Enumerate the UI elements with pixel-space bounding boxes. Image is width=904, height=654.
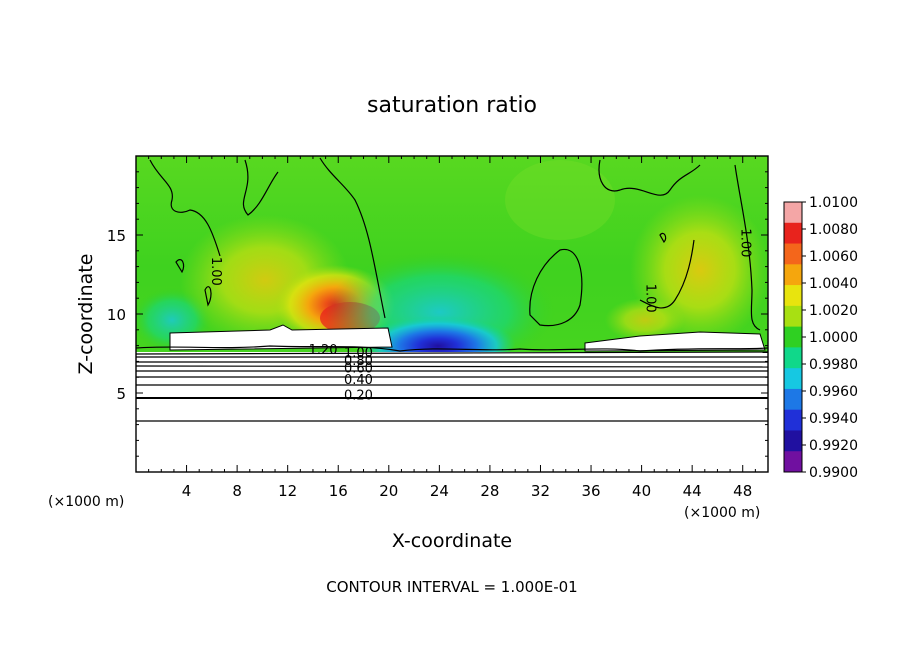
x-tick-labels: 4 8 12 16 20 24 28 32 36 40 44 48 (182, 482, 752, 500)
colorbar-label: 1.0020 (809, 303, 858, 319)
colorbar-label: 1.0040 (809, 276, 858, 292)
colorbar-labels: 1.0100 1.0080 1.0060 1.0040 1.0020 1.0000 0.99… (809, 195, 858, 481)
x-tick-label: 16 (329, 482, 348, 500)
contour-label: 1.00 (643, 284, 658, 313)
x-tick-label: 44 (683, 482, 702, 500)
y-tick-label: 15 (107, 227, 126, 245)
colorbar-label: 0.9960 (809, 384, 858, 400)
contour-label: 0.60 (344, 362, 373, 377)
colorbar-label: 1.0080 (809, 222, 858, 238)
x-unit-label: (×1000 m) (684, 505, 760, 521)
y-tick-labels: 5 10 15 (107, 227, 126, 403)
colorbar-swatch (784, 368, 802, 390)
x-tick-label: 28 (480, 482, 499, 500)
colorbar-swatch (784, 326, 802, 348)
heatmap-field (136, 156, 768, 472)
x-tick-label: 36 (581, 482, 600, 500)
x-tick-label: 48 (733, 482, 752, 500)
x-tick-label: 8 (232, 482, 242, 500)
colorbar-swatch (784, 264, 802, 286)
colorbar-swatch (784, 202, 802, 224)
colorbar-swatch (784, 285, 802, 307)
colorbar-swatch (784, 305, 802, 328)
colorbar (783, 201, 806, 473)
colorbar-swatch (784, 430, 802, 452)
contour-label: 0.80 (344, 354, 373, 369)
colorbar-label: 1.0000 (809, 330, 858, 346)
x-axis-label: X-coordinate (392, 530, 512, 552)
colorbar-swatch (784, 388, 802, 411)
x-tick-label: 12 (278, 482, 297, 500)
colorbar-label: 1.0100 (809, 195, 858, 211)
contour-label: 1.00 (208, 257, 223, 286)
contour-labels: 1.20 1.000.800.600.400.201.001.001.00 (208, 228, 753, 403)
contour-label: 1.00 (344, 346, 373, 361)
x-tick-label: 40 (632, 482, 651, 500)
colorbar-label: 0.9920 (809, 438, 858, 454)
contour-interval-note: CONTOUR INTERVAL = 1.000E-01 (326, 578, 577, 596)
x-tick-label: 32 (531, 482, 550, 500)
contour-lines (136, 157, 768, 422)
x-tick-label: 24 (430, 482, 449, 500)
chart-title: saturation ratio (367, 93, 537, 118)
y-tick-label: 5 (116, 385, 126, 403)
colorbar-swatch (784, 347, 802, 369)
y-tick-label: 10 (107, 306, 126, 324)
contour-label: 0.40 (344, 373, 373, 388)
y-axis-label: Z-coordinate (75, 254, 97, 375)
colorbar-swatch (784, 451, 802, 473)
colorbar-label: 0.9940 (809, 411, 858, 427)
x-tick-label: 4 (182, 482, 192, 500)
contour-label: 1.20 (309, 343, 338, 358)
x-tick-label: 20 (379, 482, 398, 500)
y-unit-label: (×1000 m) (48, 494, 124, 510)
colorbar-swatch (784, 243, 802, 265)
axis-ticks (136, 156, 768, 472)
colorbar-swatch (784, 409, 802, 431)
contour-label: 0.20 (344, 389, 373, 404)
contour-label: 1.00 (738, 228, 753, 257)
colorbar-label: 0.9980 (809, 357, 858, 373)
colorbar-label: 0.9900 (809, 465, 858, 481)
colorbar-swatch (784, 222, 802, 245)
colorbar-label: 1.0060 (809, 249, 858, 265)
